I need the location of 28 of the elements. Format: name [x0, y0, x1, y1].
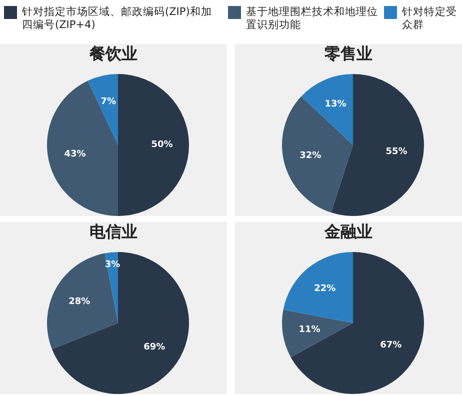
legend-label: 针对特定受众群 — [402, 6, 458, 32]
pie-slice — [290, 252, 424, 394]
legend-label: 针对指定市场区域、邮政编码(ZIP)和加四编号(ZIP+4) — [22, 6, 213, 32]
data-label: 32% — [300, 150, 322, 161]
data-label: 22% — [314, 284, 336, 294]
data-label: 11% — [298, 324, 320, 335]
pie-slice — [282, 96, 353, 213]
pie-slice — [283, 252, 353, 323]
chart-title: 零售业 — [324, 44, 374, 65]
pie-slice — [52, 252, 189, 394]
data-label: 43% — [64, 150, 86, 160]
pie-slice — [47, 253, 118, 350]
text: 餐饮业 — [88, 44, 138, 65]
pie-slice — [47, 80, 118, 216]
data-label: 55% — [386, 146, 408, 157]
legend-label: 基于地理围栏技术和地理位置识别功能 — [246, 6, 378, 32]
data-label: 50% — [151, 140, 173, 150]
pie-slice — [88, 74, 118, 145]
pie-slice — [282, 310, 353, 358]
data-label: 28% — [68, 296, 90, 307]
data-label: 69% — [144, 342, 166, 353]
chart-title: 金融业 — [323, 222, 374, 243]
data-label: 67% — [380, 340, 402, 350]
data-label: 13% — [324, 100, 346, 110]
chart-title: 电信业 — [88, 222, 138, 243]
pie-slice — [301, 74, 353, 145]
pie-slice — [118, 74, 189, 216]
data-label: 7% — [100, 97, 116, 108]
